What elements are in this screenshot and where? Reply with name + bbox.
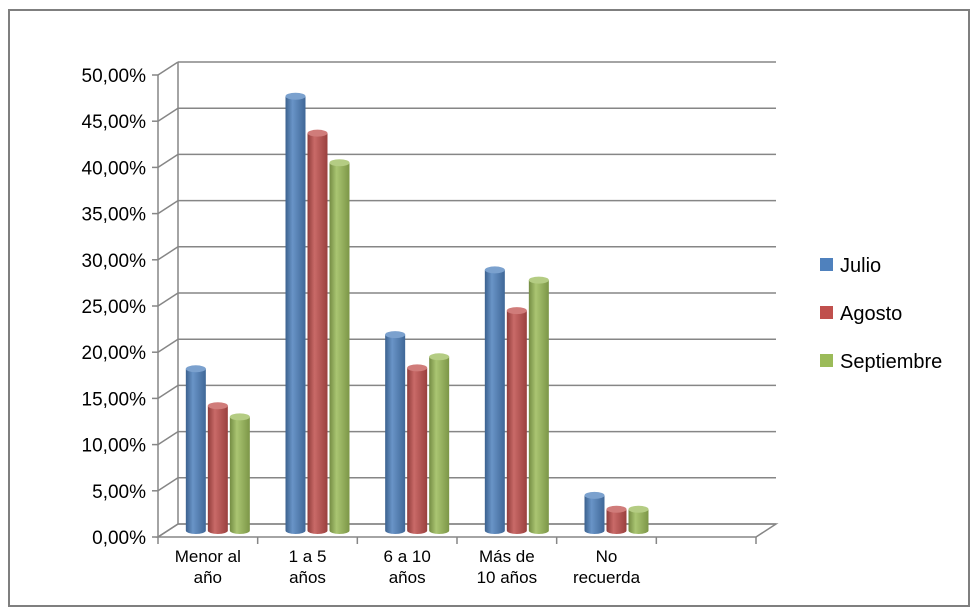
bar-julio-3: [484, 266, 505, 535]
gridline-depth: [157, 430, 179, 446]
x-axis-category-labels: Menor al año 1 a 5 años 6 a 10 años Más de 10 a…: [175, 547, 641, 587]
gridline-depth: [157, 199, 179, 215]
bar-body: [385, 334, 406, 535]
y-tick-label: 35,00%: [82, 205, 147, 226]
legend-label: Julio: [840, 255, 881, 277]
bar-top: [307, 129, 328, 137]
bar-top: [506, 307, 527, 315]
bar-body: [484, 269, 505, 535]
legend-swatch: [820, 354, 833, 367]
bar-top: [407, 364, 428, 372]
gridlines: [152, 61, 776, 544]
bar-body: [285, 96, 306, 535]
gridline-depth: [157, 153, 179, 169]
x-category-label: 6 a 10 años: [384, 547, 431, 587]
legend-label: Agosto: [840, 303, 902, 325]
bar-top: [484, 266, 505, 274]
bar-body: [606, 509, 627, 535]
bar-top: [584, 491, 605, 499]
y-tick-label: 0,00%: [92, 528, 146, 549]
bar-agosto-1: [307, 129, 328, 535]
bar-agosto-2: [407, 364, 428, 535]
gridline-depth: [157, 292, 179, 307]
gridline-depth: [157, 61, 179, 76]
legend-item-julio: Julio: [820, 255, 881, 277]
bar-top: [185, 365, 206, 373]
bar-top: [207, 402, 228, 410]
x-category-label: 1 a 5 años: [289, 547, 327, 587]
bar-body: [185, 368, 206, 535]
bar-top: [285, 92, 306, 100]
legend-item-septiembre: Septiembre: [820, 351, 942, 373]
bar-top: [628, 505, 649, 513]
bar-top: [429, 353, 450, 361]
y-tick-label: 5,00%: [92, 482, 146, 503]
bar-agosto-3: [506, 307, 527, 534]
bar-agosto-4: [606, 505, 627, 535]
gridline-depth: [157, 246, 179, 261]
y-axis-tick-labels: 0,00% 5,00% 10,00% 15,00% 20,00% 25,00% 30,00%…: [82, 66, 147, 549]
legend: Julio Agosto Septiembre: [820, 255, 942, 373]
bar-top: [385, 331, 406, 339]
y-tick-label: 30,00%: [82, 251, 147, 272]
bar-agosto-0: [207, 402, 228, 535]
y-tick-label: 20,00%: [82, 343, 147, 364]
bar-top: [606, 505, 627, 513]
bar-body: [407, 367, 428, 535]
gridline-depth: [157, 107, 179, 122]
bar-septiembre-2: [429, 353, 450, 535]
legend-label: Septiembre: [840, 351, 942, 373]
gridline-depth: [157, 384, 179, 400]
bar-body: [229, 416, 250, 535]
bar-body: [506, 310, 527, 534]
bar-body: [329, 162, 350, 535]
bar-body: [429, 356, 450, 535]
y-tick-label: 50,00%: [82, 66, 147, 87]
y-tick-label: 45,00%: [82, 112, 147, 133]
bar-body: [628, 509, 649, 534]
gridline-depth: [157, 477, 179, 492]
bar-julio-4: [584, 491, 605, 535]
x-category-label: No recuerda: [573, 547, 641, 587]
legend-swatch: [820, 306, 833, 319]
bar-julio-0: [185, 365, 206, 535]
chart-floor: [155, 523, 779, 538]
x-category-label: Más de 10 años: [477, 547, 538, 587]
bar-top: [528, 276, 549, 284]
y-tick-label: 15,00%: [82, 389, 147, 410]
legend-item-agosto: Agosto: [820, 303, 902, 325]
bar-top: [229, 413, 250, 421]
bar-septiembre-4: [628, 505, 649, 534]
y-tick-label: 25,00%: [82, 297, 147, 318]
bar-top: [329, 159, 350, 167]
legend-swatch: [820, 258, 833, 271]
bar-julio-1: [285, 92, 306, 535]
bar-julio-2: [385, 331, 406, 535]
bar-septiembre-3: [528, 276, 549, 535]
bar-body: [584, 495, 605, 535]
y-tick-label: 40,00%: [82, 158, 147, 179]
bar-body: [307, 133, 328, 535]
gridline-depth: [157, 523, 179, 538]
x-category-label: Menor al año: [175, 547, 241, 587]
bar-septiembre-1: [329, 159, 350, 535]
bars: [185, 92, 649, 535]
bar-septiembre-0: [229, 413, 250, 535]
gridline-depth: [157, 338, 179, 353]
bar-body: [207, 405, 228, 535]
chart-walls: [155, 62, 779, 538]
bar-body: [528, 280, 549, 535]
y-tick-label: 10,00%: [82, 436, 147, 457]
